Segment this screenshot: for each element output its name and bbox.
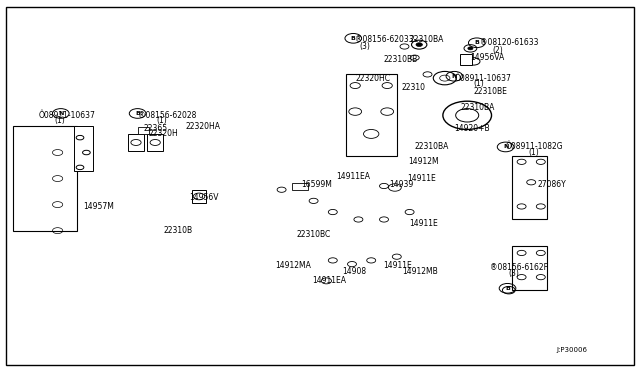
Bar — [74, 126, 93, 171]
Text: N: N — [58, 111, 63, 116]
Text: (1): (1) — [474, 79, 484, 88]
Text: B: B — [351, 36, 356, 41]
Bar — [512, 156, 547, 219]
Text: 22310BE: 22310BE — [474, 87, 508, 96]
Text: 22310BA: 22310BA — [415, 142, 449, 151]
Text: (2): (2) — [493, 46, 504, 55]
Text: 14956V: 14956V — [189, 193, 218, 202]
Text: 14957M: 14957M — [83, 202, 114, 211]
Text: 22310BA: 22310BA — [410, 35, 444, 44]
Text: 22310BC: 22310BC — [296, 230, 331, 239]
Text: (3): (3) — [360, 42, 371, 51]
Text: 14908: 14908 — [342, 267, 366, 276]
Text: ®08120-61633: ®08120-61633 — [480, 38, 538, 47]
Bar — [138, 127, 149, 134]
Bar — [128, 134, 144, 151]
Text: B: B — [505, 286, 510, 291]
Text: B: B — [135, 111, 140, 116]
Text: 14911E: 14911E — [408, 174, 436, 183]
Text: 14911EA: 14911EA — [336, 172, 370, 181]
Text: 14956VA: 14956VA — [470, 53, 505, 62]
Bar — [292, 183, 308, 190]
Text: 14911E: 14911E — [383, 262, 412, 270]
Circle shape — [416, 43, 422, 46]
Text: 14912MB: 14912MB — [402, 267, 438, 276]
Text: 22310B: 22310B — [163, 226, 193, 235]
Bar — [346, 74, 397, 156]
Bar — [13, 126, 77, 231]
Text: 14912M: 14912M — [408, 157, 439, 166]
Text: B: B — [474, 40, 479, 45]
Text: (3): (3) — [509, 269, 520, 278]
Text: Ô08911-1082G: Ô08911-1082G — [506, 142, 563, 151]
Text: 16599M: 16599M — [301, 180, 332, 189]
Text: (1): (1) — [528, 148, 539, 157]
Text: 22365: 22365 — [144, 124, 168, 133]
Text: 14920+B: 14920+B — [454, 124, 490, 133]
Bar — [512, 246, 547, 290]
Text: (1): (1) — [157, 116, 168, 125]
Bar — [147, 134, 163, 151]
Text: N: N — [503, 144, 508, 150]
Text: (1): (1) — [54, 116, 65, 125]
Text: J:P30006: J:P30006 — [557, 347, 588, 353]
Bar — [460, 54, 472, 65]
Text: 22310BB: 22310BB — [384, 55, 419, 64]
Text: 22310BA: 22310BA — [461, 103, 495, 112]
Text: 22310: 22310 — [402, 83, 426, 92]
Text: ®08156-62033-: ®08156-62033- — [355, 35, 417, 44]
Text: 14911E: 14911E — [410, 219, 438, 228]
Text: 27086Y: 27086Y — [538, 180, 566, 189]
Circle shape — [468, 47, 473, 50]
Text: 14911EA: 14911EA — [312, 276, 346, 285]
Text: ®08156-62028: ®08156-62028 — [138, 111, 196, 120]
Text: 22320HC: 22320HC — [355, 74, 390, 83]
Text: Ô08911-10637: Ô08911-10637 — [38, 111, 95, 120]
Text: 22320HA: 22320HA — [186, 122, 221, 131]
Text: ®08156-6162F: ®08156-6162F — [490, 263, 548, 272]
Text: 14912MA: 14912MA — [275, 262, 311, 270]
Text: Ô08911-10637: Ô08911-10637 — [454, 74, 511, 83]
Text: 14939: 14939 — [389, 180, 413, 189]
Text: N: N — [452, 74, 457, 79]
Text: 22320H: 22320H — [148, 129, 178, 138]
Bar — [192, 190, 206, 203]
